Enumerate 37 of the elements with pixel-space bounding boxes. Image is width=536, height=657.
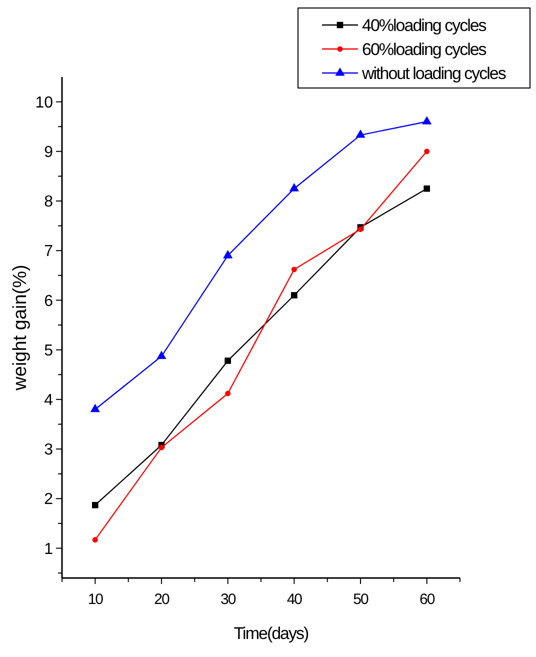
y-tick-label: 10 <box>35 94 54 112</box>
point <box>92 502 98 508</box>
legend-label: 60%loading cycles <box>362 40 486 59</box>
y-tick-label: 2 <box>44 491 54 508</box>
point <box>291 266 297 272</box>
x-tick-label: 30 <box>220 591 236 608</box>
point <box>225 390 231 396</box>
y-axis-title: weight gain(%) <box>10 264 31 392</box>
legend-label: without loading cycles <box>361 64 506 83</box>
point <box>289 183 299 192</box>
y-tick-label: 8 <box>44 194 54 211</box>
y-tick-label: 1 <box>44 540 54 558</box>
point <box>358 226 364 232</box>
x-tick-label: 50 <box>353 591 368 608</box>
x-axis-title: Time(days) <box>234 624 309 643</box>
point <box>424 185 430 192</box>
point <box>90 404 100 412</box>
y-tick-label: 3 <box>44 442 54 459</box>
x-tick-label: 60 <box>419 591 435 608</box>
point <box>291 292 298 298</box>
legend-label: 40%loading cycles <box>362 16 486 35</box>
y-tick-label: 5 <box>44 342 54 360</box>
y-tick-label: 6 <box>44 292 54 310</box>
point <box>422 116 432 124</box>
y-tick-label: 4 <box>44 392 54 410</box>
point <box>424 148 430 154</box>
y-tick-label: 9 <box>44 144 54 162</box>
point <box>223 250 233 258</box>
point <box>224 358 231 364</box>
point <box>158 444 164 450</box>
x-tick-label: 40 <box>286 591 302 608</box>
x-tick-label: 20 <box>154 591 170 608</box>
x-tick-label: 10 <box>88 591 104 608</box>
point <box>356 129 366 138</box>
y-tick-label: 7 <box>44 243 54 260</box>
point <box>156 350 166 360</box>
point <box>92 537 98 543</box>
